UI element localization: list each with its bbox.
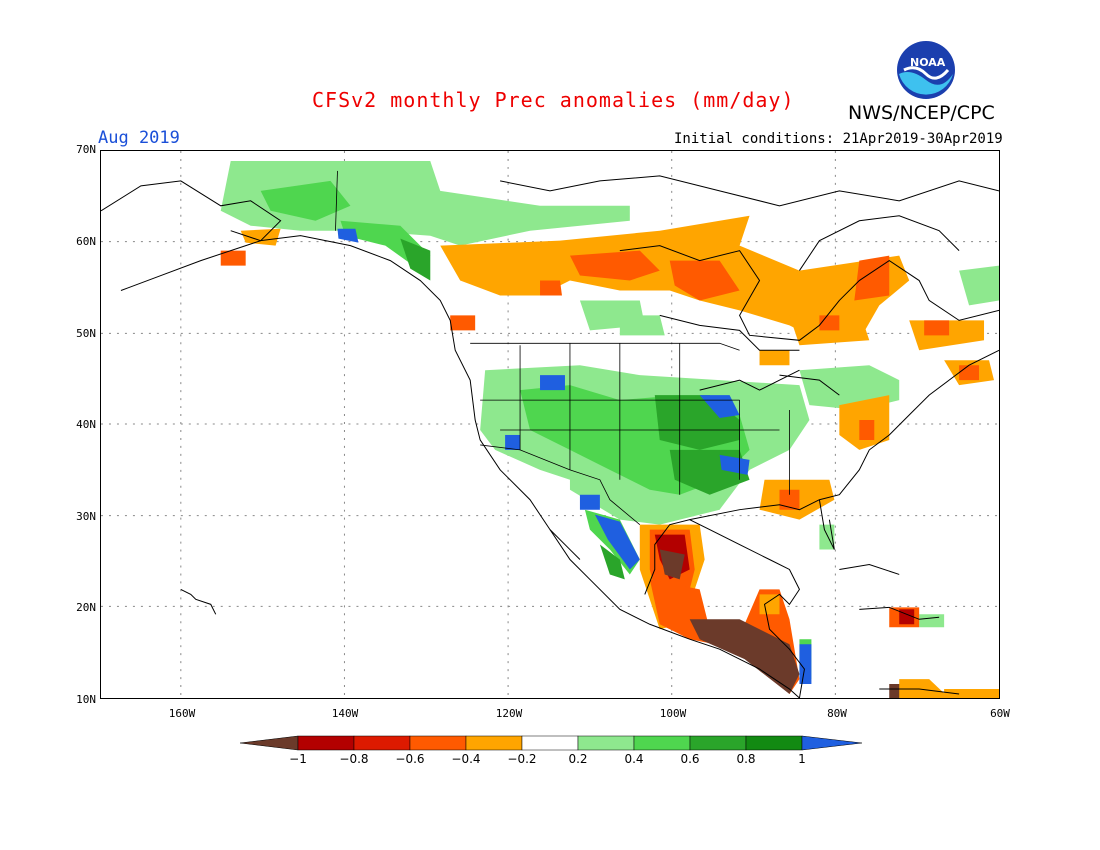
- agency-label: NWS/NCEP/CPC: [848, 102, 995, 124]
- colorbar-swatch: [297, 735, 355, 751]
- lon-label: 100W: [659, 707, 687, 720]
- colorbar-label: −1: [289, 752, 307, 766]
- colorbar-label: −0.4: [451, 752, 481, 766]
- initial-conditions: Initial conditions: 21Apr2019-30Apr2019: [674, 131, 1003, 147]
- colorbar-label: 0.8: [736, 752, 756, 766]
- lat-label: 50N: [76, 327, 96, 340]
- colorbar: [240, 733, 862, 753]
- lat-label: 20N: [76, 601, 96, 614]
- colorbar-swatch: [521, 735, 579, 751]
- lon-label: 80W: [827, 707, 847, 720]
- colorbar-swatch: [633, 735, 691, 751]
- colorbar-label: 0.2: [568, 752, 588, 766]
- colorbar-swatch: [689, 735, 747, 751]
- colorbar-label: 1: [798, 752, 806, 766]
- lon-label: 140W: [331, 707, 359, 720]
- colorbar-label: 0.4: [624, 752, 644, 766]
- lon-label: 60W: [990, 707, 1010, 720]
- colorbar-swatch: [577, 735, 635, 751]
- colorbar-swatch: [465, 735, 523, 751]
- political-borders: [335, 170, 790, 525]
- colorbar-label: −0.8: [339, 752, 369, 766]
- lat-label: 30N: [76, 510, 96, 523]
- noaa-logo: NOAA: [896, 40, 956, 100]
- coastlines: [101, 175, 999, 698]
- lon-label: 120W: [495, 707, 523, 720]
- lon-label: 160W: [168, 707, 196, 720]
- lat-label: 60N: [76, 235, 96, 248]
- target-month: Aug 2019: [98, 128, 180, 148]
- colorbar-label: −0.6: [395, 752, 425, 766]
- dry-anomaly-shading: [220, 215, 999, 698]
- lat-label: 40N: [76, 418, 96, 431]
- colorbar-swatch: [353, 735, 411, 751]
- colorbar-lower-arrow: [240, 735, 299, 751]
- lat-label: 70N: [76, 143, 96, 156]
- lat-label: 10N: [76, 693, 96, 706]
- colorbar-swatch: [409, 735, 467, 751]
- anomaly-map: [101, 151, 999, 698]
- wet-anomaly-shading: [220, 160, 999, 685]
- colorbar-swatch: [745, 735, 803, 751]
- colorbar-upper-arrow: [801, 735, 862, 751]
- chart-title: CFSv2 monthly Prec anomalies (mm/day): [312, 88, 795, 112]
- logo-lettering: NOAA: [910, 56, 946, 69]
- colorbar-label: −0.2: [507, 752, 537, 766]
- colorbar-label: 0.6: [680, 752, 700, 766]
- map-panel: [100, 150, 1000, 699]
